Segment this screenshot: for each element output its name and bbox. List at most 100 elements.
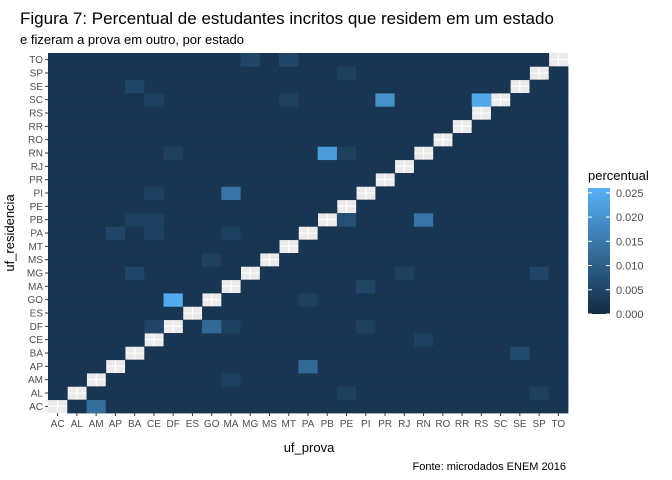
- heatmap-cell: [163, 346, 184, 361]
- heatmap-cell: [259, 119, 280, 134]
- y-tick-label: MA: [28, 282, 43, 293]
- heatmap-cell: [510, 93, 530, 107]
- heatmap-cell: [125, 79, 145, 94]
- heatmap-cell: [529, 186, 550, 201]
- heatmap-cell: [221, 173, 241, 187]
- heatmap-cell: [163, 253, 184, 267]
- heatmap-cell: [356, 346, 376, 361]
- heatmap-cell: [105, 293, 126, 307]
- heatmap-cell: [105, 106, 126, 121]
- heatmap-cell: [471, 146, 492, 161]
- heatmap-cell: [510, 399, 530, 414]
- heatmap-cell: [259, 359, 280, 374]
- y-axis-title: uf_residencia: [2, 194, 17, 272]
- heatmap-cell: [375, 253, 396, 267]
- x-tick-label: RR: [455, 419, 469, 430]
- heatmap-cell: [163, 159, 184, 174]
- heatmap-cell: [48, 346, 68, 361]
- heatmap-cell: [413, 359, 434, 374]
- heatmap-cell: [298, 53, 319, 67]
- heatmap-cell: [548, 93, 569, 107]
- y-tick-label: MT: [29, 242, 43, 253]
- heatmap-cell: [452, 293, 473, 307]
- x-tick-label: MS: [262, 419, 277, 430]
- heatmap-cell: [163, 359, 184, 374]
- heatmap-cell: [105, 279, 126, 294]
- heatmap-cell: [317, 333, 338, 347]
- heatmap-cell: [317, 106, 338, 121]
- heatmap-cell: [298, 119, 319, 134]
- heatmap-cell: [144, 213, 164, 227]
- heatmap-cell: [452, 213, 473, 227]
- heatmap-cell: [510, 319, 530, 334]
- x-tick-label: RS: [474, 419, 488, 430]
- heatmap-cell: [529, 199, 550, 214]
- heatmap-cell: [510, 306, 530, 321]
- heatmap-cell: [221, 239, 241, 254]
- heatmap-cell: [375, 333, 396, 347]
- heatmap-cell: [144, 79, 164, 94]
- heatmap-cell: [67, 53, 87, 67]
- heatmap-cell: [105, 239, 126, 254]
- heatmap-cell: [529, 93, 550, 107]
- heatmap-cell: [433, 186, 453, 201]
- heatmap-cell: [182, 399, 203, 414]
- heatmap-cell: [105, 306, 126, 321]
- heatmap-cell: [125, 199, 145, 214]
- heatmap-cell: [336, 106, 357, 121]
- heatmap-cell: [48, 306, 68, 321]
- heatmap-cell: [202, 253, 222, 267]
- heatmap-cell: [510, 66, 530, 81]
- heatmap-cell: [529, 173, 550, 187]
- heatmap-cell: [413, 239, 434, 254]
- heatmap-cell: [433, 253, 453, 267]
- heatmap-cell: [336, 226, 357, 241]
- heatmap-cell: [163, 373, 184, 387]
- heatmap-cell: [202, 53, 222, 67]
- x-tick-label: AC: [51, 419, 65, 430]
- heatmap-cell: [144, 133, 164, 147]
- heatmap-cell: [48, 66, 68, 81]
- heatmap-cell: [67, 306, 87, 321]
- heatmap-cell: [452, 199, 473, 214]
- legend-ticks: 0.025 0.020 0.015 0.010 0.005 0.000: [588, 188, 644, 321]
- heatmap-cell: [182, 159, 203, 174]
- x-axis-title: uf_prova: [284, 440, 335, 455]
- heatmap-cell: [125, 279, 145, 294]
- heatmap-cell: [182, 186, 203, 201]
- heatmap-cell: [221, 119, 241, 134]
- heatmap-cell: [375, 79, 396, 94]
- heatmap-cell: [317, 266, 338, 281]
- heatmap-cell: [221, 186, 241, 201]
- heatmap-cell: [356, 79, 376, 94]
- x-tick-label: PA: [302, 419, 315, 430]
- heatmap-cell: [259, 106, 280, 121]
- heatmap-cell: [48, 93, 68, 107]
- heatmap-cell: [144, 319, 164, 334]
- heatmap-cell: [471, 239, 492, 254]
- heatmap-cell: [221, 333, 241, 347]
- heatmap-cell: [259, 66, 280, 81]
- heatmap-cell: [529, 239, 550, 254]
- heatmap-cell: [375, 106, 396, 121]
- heatmap-cell: [336, 306, 357, 321]
- heatmap-cell: [394, 146, 415, 161]
- heatmap-cell: [240, 359, 261, 374]
- heatmap-cell: [163, 106, 184, 121]
- heatmap-cell: [202, 106, 222, 121]
- heatmap-cell: [259, 53, 280, 67]
- heatmap-cell: [317, 279, 338, 294]
- heatmap-cell: [452, 53, 473, 67]
- heatmap-cell: [375, 93, 396, 107]
- heatmap-cell: [510, 106, 530, 121]
- heatmap-cell: [259, 373, 280, 387]
- heatmap-cell: [202, 346, 222, 361]
- heatmap-cell: [452, 253, 473, 267]
- heatmap-cell: [375, 226, 396, 241]
- legend-label: 0.025: [616, 188, 644, 200]
- heatmap-cell: [105, 186, 126, 201]
- heatmap-cell: [279, 93, 299, 107]
- heatmap-cell: [510, 359, 530, 374]
- heatmap-cell: [298, 279, 319, 294]
- heatmap-cell: [336, 266, 357, 281]
